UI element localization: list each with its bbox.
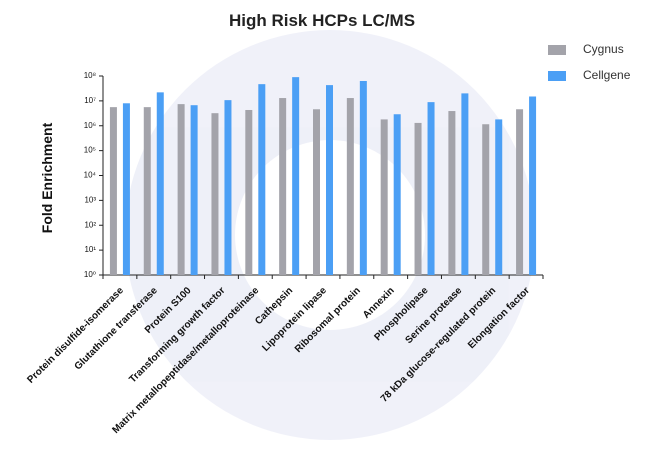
bar — [224, 100, 232, 276]
y-tick-label: 10¹ — [84, 245, 96, 254]
y-tick-label: 10³ — [84, 195, 96, 204]
bar — [279, 98, 287, 276]
y-tick-label: 10⁷ — [84, 96, 96, 105]
legend-swatch — [548, 71, 566, 81]
legend-label: Cellgene — [583, 68, 631, 82]
bar — [427, 102, 435, 275]
legend-label: Cygnus — [583, 42, 624, 56]
y-tick-label: 10⁵ — [84, 146, 96, 155]
bar — [461, 93, 469, 276]
y-tick-label: 10² — [84, 220, 96, 229]
bar — [190, 105, 198, 275]
bar — [516, 109, 524, 275]
bar — [122, 103, 130, 275]
bar — [380, 119, 388, 276]
bar — [414, 122, 422, 276]
bar — [346, 98, 354, 276]
bar — [177, 104, 185, 275]
bar — [143, 107, 151, 275]
bar — [529, 96, 537, 276]
bar — [245, 109, 253, 276]
y-tick-label: 10⁶ — [84, 121, 96, 130]
y-tick-label: 10⁴ — [84, 171, 97, 180]
legend-swatch — [548, 45, 566, 55]
bar — [292, 77, 300, 275]
bar — [313, 109, 320, 275]
bar — [258, 84, 266, 276]
bar — [393, 114, 401, 275]
bar — [448, 111, 456, 275]
y-axis-title: Fold Enrichment — [39, 122, 55, 233]
bar — [482, 124, 490, 275]
bar — [156, 92, 164, 275]
bar — [326, 85, 333, 276]
bar — [495, 119, 503, 276]
bar — [211, 113, 219, 276]
y-tick-label: 10⁸ — [84, 71, 96, 80]
bar — [109, 107, 117, 275]
y-tick-label: 10⁰ — [84, 270, 96, 279]
chart-title: High Risk HCPs LC/MS — [229, 11, 415, 30]
bar — [359, 80, 367, 276]
